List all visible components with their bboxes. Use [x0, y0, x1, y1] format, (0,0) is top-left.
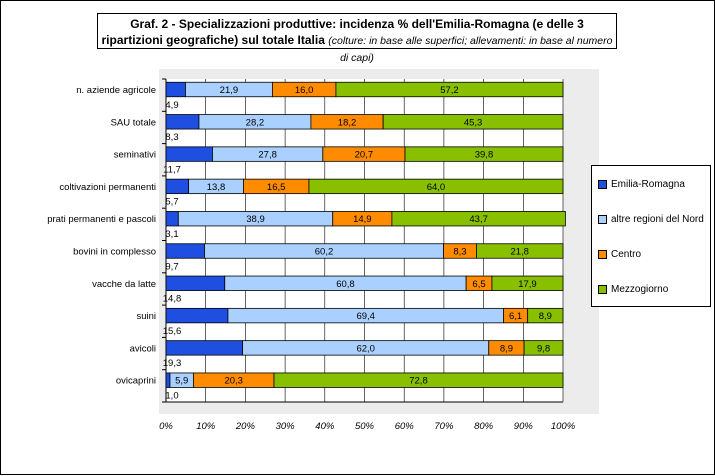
bar-segment [476, 243, 564, 259]
emilia-value-label: 4,9 [165, 100, 178, 111]
bar-segment [165, 243, 205, 259]
x-tick-label: 60% [395, 421, 415, 432]
bar-segment [165, 372, 171, 388]
bar-value-label: 21,9 [220, 85, 239, 96]
legend-label: Emilia-Romagna [611, 179, 685, 190]
emilia-value-label: 9,7 [165, 261, 178, 272]
emilia-value-label: 19,3 [163, 358, 182, 369]
bar-segment [165, 211, 179, 227]
bar-value-label: 69,4 [356, 311, 375, 322]
chart-title: Graf. 2 - Specializzazioni produttive: i… [101, 17, 584, 47]
category-label: bovini in complesso [73, 247, 156, 258]
bar-value-label: 6,5 [472, 279, 485, 290]
bar-segment [165, 146, 213, 162]
category-label: vacche da latte [92, 279, 156, 290]
emilia-value-label: 8,3 [165, 132, 178, 143]
bar-segment [273, 372, 564, 388]
bar-segment [527, 307, 564, 324]
bar-value-label: 72,8 [409, 376, 428, 387]
x-tick-label: 40% [315, 421, 335, 432]
bar-value-label: 16,5 [267, 182, 286, 193]
bar-value-label: 8,9 [539, 311, 552, 322]
bar-value-label: 64,0 [427, 182, 446, 193]
bar-segment [165, 275, 226, 291]
bar-value-label: 16,0 [295, 85, 314, 96]
category-label: SAU totale [111, 117, 156, 128]
x-tick-label: 100% [551, 421, 576, 432]
emilia-value-label: 11,7 [163, 164, 181, 175]
bar-value-label: 5,9 [175, 376, 188, 387]
bar-value-label: 62,0 [356, 343, 375, 354]
emilia-value-label: 15,6 [163, 326, 182, 337]
chart-title-box: Graf. 2 - Specializzazioni produttive: i… [97, 13, 617, 64]
legend-label: altre regioni del Nord [611, 214, 704, 225]
bar-segment [165, 178, 190, 195]
bar-value-label: 57,2 [440, 85, 459, 96]
bar-value-label: 18,2 [338, 117, 357, 128]
x-tick-label: 20% [235, 421, 256, 432]
category-label: avicoli [130, 343, 156, 354]
emilia-value-label: 1,0 [165, 390, 178, 401]
bar-value-label: 39,8 [475, 150, 494, 161]
bar-value-label: 28,2 [246, 117, 265, 128]
x-tick-label: 30% [276, 421, 296, 432]
x-tick-label: 50% [355, 421, 375, 432]
bar-segment [391, 211, 566, 227]
bar-value-label: 27,8 [258, 150, 277, 161]
x-tick-label: 90% [514, 421, 534, 432]
legend-swatch [598, 249, 607, 259]
bar-value-label: 6,1 [509, 311, 522, 322]
bar-segment [165, 114, 200, 130]
bar-value-label: 60,8 [336, 279, 355, 290]
bar-segment [165, 340, 244, 356]
bar-segment [404, 146, 564, 162]
legend-item: Centro [598, 249, 641, 260]
category-label: coltivazioni permanenti [59, 182, 156, 193]
bar-value-label: 45,3 [464, 117, 483, 128]
bar-value-label: 60,2 [315, 247, 334, 258]
bar-value-label: 8,9 [500, 343, 513, 354]
bar-value-label: 38,9 [246, 214, 265, 225]
x-tick-label: 10% [196, 421, 216, 432]
bar-value-label: 20,7 [355, 150, 374, 161]
bar-segment [523, 340, 564, 356]
bar-segment [165, 307, 229, 324]
emilia-value-label: 14,8 [163, 294, 182, 305]
category-label: n. aziende agricole [76, 85, 156, 96]
bar-segment [165, 81, 186, 98]
category-label: prati permanenti e pascoli [47, 214, 156, 225]
bar-segment [308, 178, 564, 195]
legend-item: Mezzogiorno [598, 284, 668, 295]
legend-swatch [598, 179, 607, 189]
bar-segment [382, 114, 564, 130]
legend-swatch [598, 214, 607, 224]
emilia-value-label: 5,7 [165, 197, 178, 208]
category-label: seminativi [114, 150, 156, 161]
chart-title-note: (colture: in base alle superfici; alleva… [328, 35, 613, 64]
legend-label: Centro [611, 249, 642, 260]
bar-value-label: 17,9 [518, 279, 537, 290]
legend-swatch [598, 284, 607, 294]
category-label: suini [136, 311, 156, 322]
legend-item: altre regioni del Nord [598, 214, 704, 225]
bar-value-label: 21,8 [510, 247, 529, 258]
bar-value-label: 9,8 [537, 343, 550, 354]
emilia-value-label: 3,1 [165, 229, 178, 240]
legend-label: Mezzogiorno [611, 284, 669, 295]
bar-value-label: 20,3 [224, 376, 243, 387]
category-label: ovicaprini [116, 376, 156, 387]
bar-value-label: 13,8 [207, 182, 226, 193]
x-tick-label: 80% [474, 421, 494, 432]
bar-value-label: 8,3 [453, 247, 466, 258]
bar-value-label: 14,9 [353, 214, 372, 225]
x-tick-label: 0% [159, 421, 173, 432]
bar-value-label: 43,7 [469, 214, 488, 225]
legend-item: Emilia-Romagna [598, 179, 685, 190]
bar-segment [335, 81, 564, 98]
legend: Emilia-Romagna altre regioni del Nord Cent… [591, 165, 711, 307]
bar-segment [491, 275, 564, 291]
x-tick-label: 70% [434, 421, 454, 432]
